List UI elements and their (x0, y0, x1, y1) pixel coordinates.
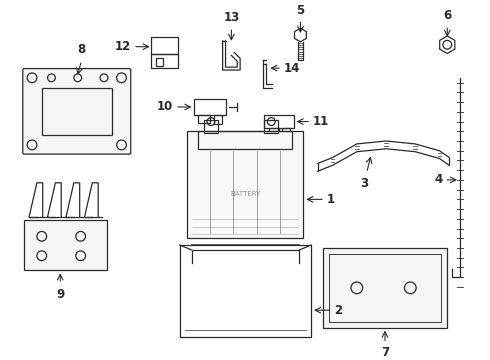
Bar (42, 87, 112, 135)
Bar (282, 129, 290, 136)
Bar (198, 115, 210, 122)
Bar (323, 248, 447, 328)
Text: 12: 12 (115, 40, 131, 53)
Bar (150, 54, 178, 68)
Bar (265, 120, 278, 133)
Bar (195, 99, 225, 115)
Bar (204, 120, 218, 133)
Text: 11: 11 (313, 115, 329, 128)
Text: 4: 4 (434, 174, 442, 186)
Text: 10: 10 (157, 100, 173, 113)
Bar (329, 254, 441, 322)
Bar (270, 129, 279, 136)
Bar (155, 58, 163, 66)
Text: 8: 8 (77, 44, 86, 57)
Text: 14: 14 (284, 62, 300, 75)
Text: 13: 13 (223, 11, 240, 24)
FancyBboxPatch shape (23, 68, 131, 154)
Text: 9: 9 (56, 288, 64, 301)
Bar (24, 220, 107, 270)
Text: 5: 5 (296, 4, 305, 17)
Bar (214, 115, 221, 125)
Text: 2: 2 (335, 304, 343, 317)
Bar (187, 131, 303, 238)
Text: 7: 7 (381, 346, 389, 359)
Text: 6: 6 (443, 9, 451, 22)
Text: 3: 3 (361, 177, 368, 190)
Text: 1: 1 (327, 193, 335, 206)
Bar (198, 131, 292, 149)
Bar (265, 115, 294, 129)
Bar (150, 37, 178, 54)
Text: BATTERY: BATTERY (230, 192, 260, 198)
